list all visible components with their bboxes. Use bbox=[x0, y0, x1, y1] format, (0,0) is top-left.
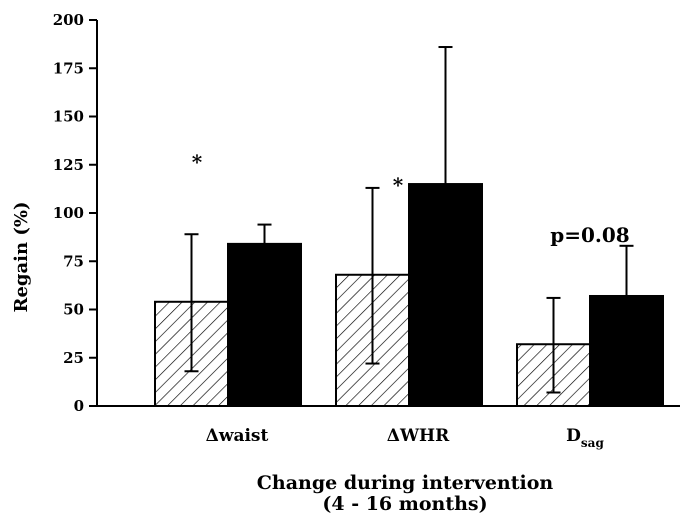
y-tick-label-1: 25 bbox=[63, 349, 84, 367]
annotation-2: p=0.08 bbox=[550, 223, 629, 247]
y-tick-label-6: 150 bbox=[53, 108, 84, 126]
y-tick-label-5: 125 bbox=[53, 156, 84, 174]
bar-series2-cat3 bbox=[589, 294, 664, 407]
category-label-3: Dsag bbox=[566, 426, 604, 450]
annotation-1: * bbox=[393, 173, 404, 197]
x-axis-label-line-1: Change during intervention bbox=[257, 472, 554, 494]
category-label-2: ΔWHR bbox=[387, 426, 450, 446]
bar-series2-cat1 bbox=[227, 242, 302, 407]
y-tick-label-7: 175 bbox=[53, 59, 84, 77]
annotation-0: * bbox=[192, 150, 203, 174]
category-label-1: Δwaist bbox=[206, 426, 269, 446]
y-axis-label: Regain (%) bbox=[11, 202, 32, 313]
y-tick-label-8: 200 bbox=[53, 11, 84, 29]
y-tick-label-2: 50 bbox=[63, 301, 84, 319]
y-tick-label-3: 75 bbox=[63, 252, 84, 270]
bar-series2-cat2 bbox=[408, 183, 483, 407]
y-tick-label-4: 100 bbox=[53, 204, 84, 222]
x-axis-label-line-2: (4 - 16 months) bbox=[322, 493, 487, 514]
y-tick-label-0: 0 bbox=[74, 397, 84, 415]
